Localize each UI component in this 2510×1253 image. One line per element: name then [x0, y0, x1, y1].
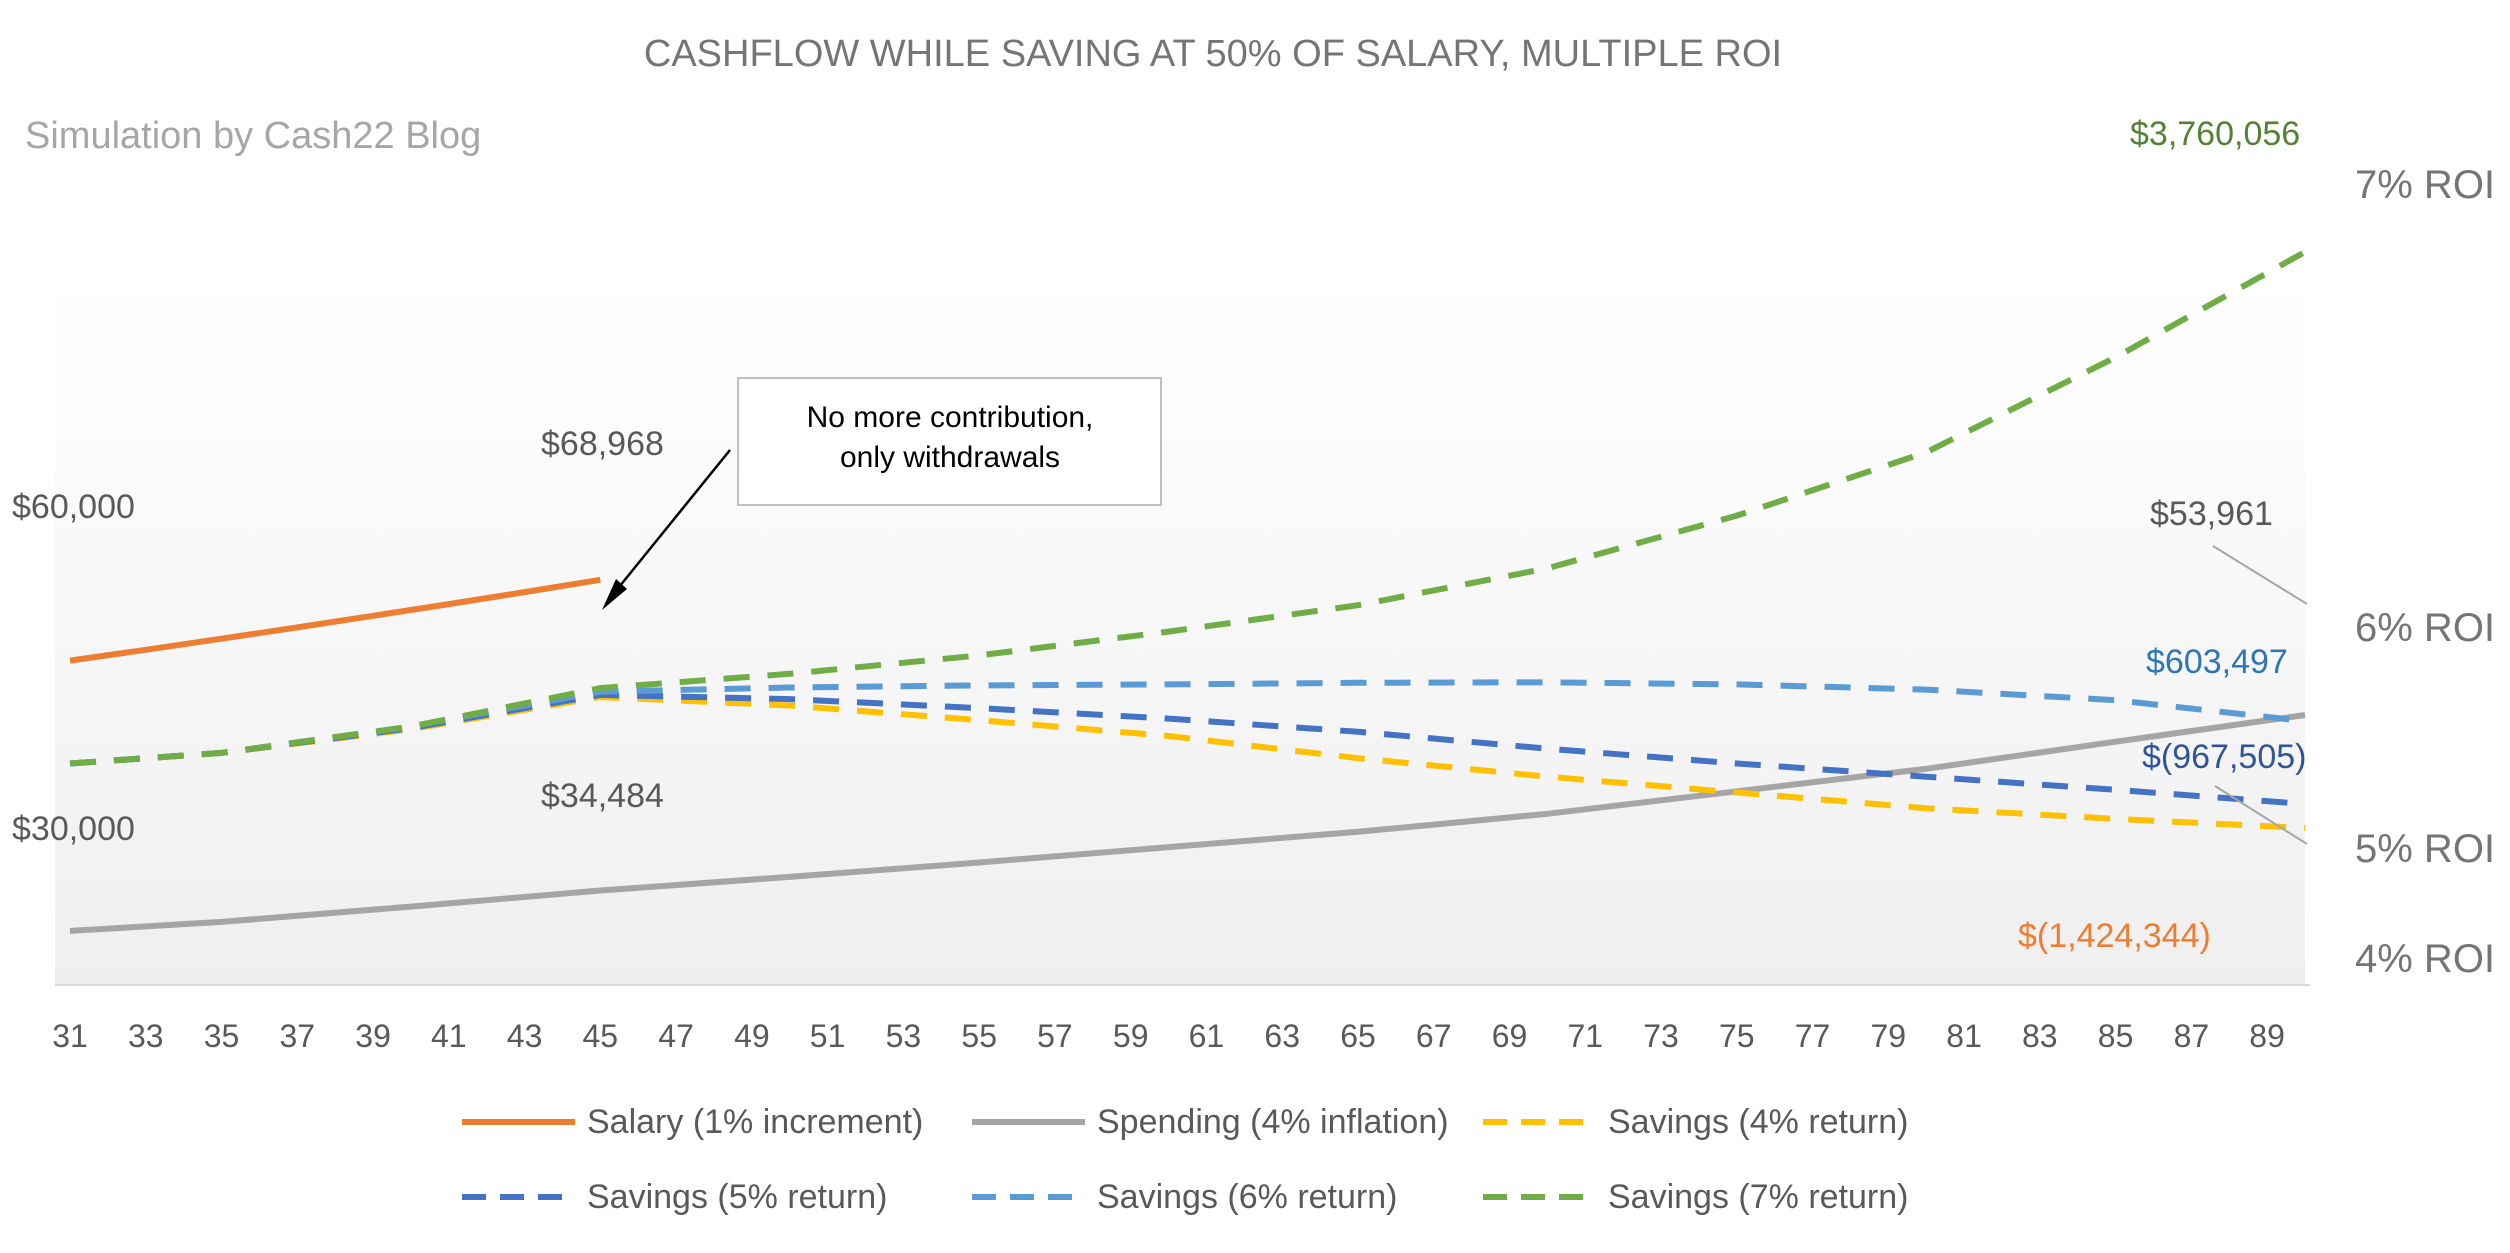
x-tick-label: 71: [1568, 1018, 1604, 1054]
roi-marker-7: 7% ROI: [2355, 163, 2495, 207]
roi-marker-6: 6% ROI: [2355, 606, 2495, 650]
annotation-box: [737, 377, 1162, 506]
series-line-savings-5-return: [69, 691, 2306, 807]
x-tick-label: 79: [1871, 1018, 1907, 1054]
x-tick-label: 33: [128, 1018, 164, 1054]
x-tick-label: 49: [734, 1018, 770, 1054]
x-tick-label: 55: [961, 1018, 997, 1054]
x-tick-label: 65: [1340, 1018, 1376, 1054]
x-tick-label: 39: [355, 1018, 391, 1054]
x-tick-label: 77: [1795, 1018, 1831, 1054]
legend-label-savings7: Savings (7% return): [1608, 1178, 1908, 1216]
x-tick-label: 31: [52, 1018, 88, 1054]
legend-item-savings6: Savings (6% return): [972, 1178, 1397, 1216]
label-savings7-end: $3,760,056: [2130, 115, 2300, 153]
series-line-savings-4-return: [69, 694, 2306, 832]
x-tick-labels: 31 33 35 37 39 41 43 45 47 49 51 53 55 57 59 61 63 65 67 69…: [52, 1018, 2285, 1054]
x-tick-label: 37: [280, 1018, 316, 1054]
legend-item-savings5: Savings (5% return): [462, 1178, 887, 1216]
roi-marker-5: 5% ROI: [2355, 827, 2495, 871]
series-line-spending-4-inflation: [69, 712, 2306, 934]
label-salary-end: $68,968: [541, 425, 664, 463]
legend: Salary (1% increment) Spending (4% infla…: [462, 1103, 1908, 1216]
legend-label-savings6: Savings (6% return): [1097, 1178, 1397, 1216]
x-tick-label: 63: [1264, 1018, 1300, 1054]
x-tick-label: 69: [1492, 1018, 1528, 1054]
legend-item-savings7: Savings (7% return): [1483, 1178, 1908, 1216]
x-tick-label: 61: [1189, 1018, 1225, 1054]
label-savings5-end: $(967,505): [2142, 738, 2306, 776]
annotation-arrow-head: [602, 579, 627, 610]
x-tick-label: 81: [1946, 1018, 1982, 1054]
leader-line-savings5: [2214, 785, 2308, 845]
leader-line-spending: [2212, 545, 2308, 605]
series-line-savings-7-return: [69, 249, 2307, 767]
legend-label-spending: Spending (4% inflation): [1097, 1103, 1449, 1141]
x-tick-label: 89: [2249, 1018, 2285, 1054]
annotation-line-1: No more contribution,: [807, 401, 1094, 434]
x-tick-label: 51: [810, 1018, 846, 1054]
x-tick-label: 87: [2174, 1018, 2210, 1054]
legend-item-spending: Spending (4% inflation): [972, 1103, 1449, 1141]
label-spending-end: $53,961: [2150, 495, 2273, 533]
series-layer: [69, 249, 2307, 934]
x-tick-label: 53: [886, 1018, 922, 1054]
x-tick-label: 75: [1719, 1018, 1755, 1054]
x-tick-label: 41: [431, 1018, 467, 1054]
x-tick-label: 57: [1037, 1018, 1073, 1054]
label-salary-start: $60,000: [12, 488, 135, 526]
x-tick-label: 35: [204, 1018, 240, 1054]
series-line-savings-6-return: [69, 679, 2306, 767]
legend-label-salary: Salary (1% increment): [587, 1103, 923, 1141]
x-tick-label: 73: [1643, 1018, 1679, 1054]
x-tick-label: 83: [2022, 1018, 2058, 1054]
label-spending-age45: $34,484: [541, 777, 664, 815]
label-savings4-end: $(1,424,344): [2018, 917, 2211, 955]
x-tick-label: 59: [1113, 1018, 1149, 1054]
legend-item-savings4: Savings (4% return): [1483, 1103, 1908, 1141]
x-tick-label: 45: [583, 1018, 619, 1054]
annotation-arrow-shaft: [614, 449, 731, 593]
label-spending-start: $30,000: [12, 810, 135, 848]
x-tick-label: 47: [658, 1018, 694, 1054]
x-tick-label: 43: [507, 1018, 543, 1054]
roi-marker-4: 4% ROI: [2355, 937, 2495, 981]
series-line-salary-1-increment: [69, 576, 601, 664]
label-savings6-end: $603,497: [2146, 643, 2288, 681]
annotation-line-2: only withdrawals: [840, 441, 1060, 474]
x-tick-label: 85: [2098, 1018, 2134, 1054]
legend-item-salary: Salary (1% increment): [462, 1103, 923, 1141]
chart-title: CASHFLOW WHILE SAVING AT 50% OF SALARY, …: [644, 33, 1782, 75]
chart-subtitle: Simulation by Cash22 Blog: [25, 115, 481, 157]
legend-label-savings5: Savings (5% return): [587, 1178, 887, 1216]
legend-label-savings4: Savings (4% return): [1608, 1103, 1908, 1141]
x-tick-label: 67: [1416, 1018, 1452, 1054]
